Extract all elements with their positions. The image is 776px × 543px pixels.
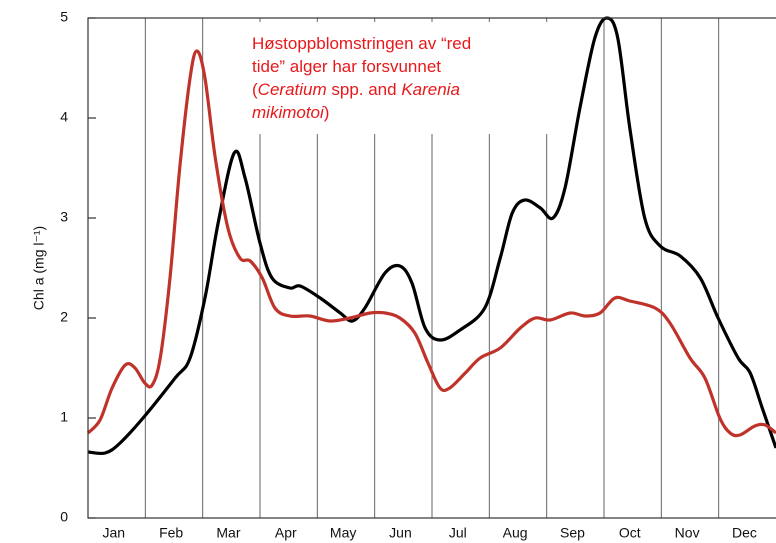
- y-tick-label: 5: [60, 9, 68, 25]
- annotation-text: mikimotoi: [252, 103, 325, 122]
- y-tick-label: 2: [60, 309, 68, 325]
- y-tick-label: 4: [60, 109, 68, 125]
- x-tick-label: Feb: [159, 525, 183, 541]
- series-line: [87, 16, 776, 456]
- annotation-text: ): [324, 103, 330, 122]
- plot-frame: [87, 17, 776, 519]
- x-tick-label: Apr: [275, 525, 297, 541]
- x-tick-label: Jun: [389, 525, 412, 541]
- x-tick-label: Aug: [503, 525, 528, 541]
- annotation: Høstoppblomstringen av “red tide” alger h…: [252, 34, 471, 122]
- annotation-text: (: [252, 80, 258, 99]
- y-tick-label: 0: [60, 509, 68, 525]
- x-tick-label: May: [330, 525, 356, 541]
- annotation-text: tide” alger har forsvunnet: [252, 57, 441, 76]
- x-tick-label: Nov: [675, 525, 700, 541]
- annotation-text: Ceratium: [258, 80, 327, 99]
- y-tick-label: 3: [60, 209, 68, 225]
- annotation-text: spp. and: [327, 80, 402, 99]
- x-tick-label: Jan: [103, 525, 126, 541]
- x-tick-label: Mar: [216, 525, 240, 541]
- y-tick-label: 1: [60, 409, 68, 425]
- labels: 0 1 2 3 4 5 Jan Feb Mar Apr May Jun Jul Aug Sep Oct Nov D…: [60, 9, 757, 541]
- x-tick-label: Oct: [619, 525, 641, 541]
- annotation-text: Høstoppblomstringen av “red: [252, 34, 471, 53]
- x-tick-label: Sep: [560, 525, 585, 541]
- lines: [86, 16, 776, 456]
- x-tick-label: Dec: [732, 525, 757, 541]
- x-tick-label: Jul: [449, 525, 467, 541]
- y-axis-label: Chl a (mg l⁻¹): [31, 226, 47, 310]
- annotation-background: [246, 22, 576, 134]
- annotation-text: Karenia: [401, 80, 460, 99]
- series-line: [86, 49, 776, 438]
